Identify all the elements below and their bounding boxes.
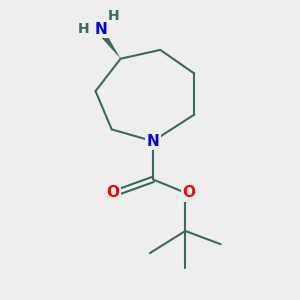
Text: O: O (182, 185, 195, 200)
Polygon shape (93, 24, 121, 59)
Text: N: N (95, 22, 108, 37)
Text: H: H (78, 22, 90, 36)
Text: O: O (106, 185, 119, 200)
Text: N: N (147, 134, 159, 149)
Text: H: H (107, 9, 119, 23)
